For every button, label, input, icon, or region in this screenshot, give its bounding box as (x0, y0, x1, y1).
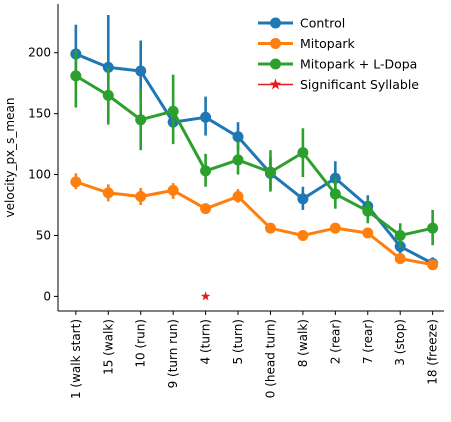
x-tick-label: 18 (freeze) (426, 319, 440, 385)
x-tick-label: 2 (rear) (328, 319, 342, 364)
data-point-mitopark-l-dopa (232, 154, 244, 166)
data-point-mitopark (102, 187, 114, 199)
data-point-mitopark (427, 259, 439, 271)
data-point-mitopark-l-dopa (264, 166, 276, 178)
x-tick-label: 4 (turn) (199, 319, 213, 364)
x-tick-label: 8 (walk) (296, 319, 310, 367)
data-point-mitopark (200, 203, 212, 215)
x-tick-label: 9 (turn run) (166, 319, 180, 388)
legend-swatch-marker-mitopark (270, 38, 281, 49)
data-point-mitopark-l-dopa (329, 188, 341, 200)
data-point-mitopark (297, 229, 309, 241)
x-tick-label: 1 (walk start) (69, 319, 83, 399)
data-point-mitopark-l-dopa (297, 147, 309, 159)
y-tick-label: 200 (28, 46, 51, 60)
x-tick-label: 15 (walk) (101, 319, 115, 375)
legend-label-mitopark: Mitopark (300, 36, 356, 51)
legend-label-control: Control (300, 16, 345, 31)
data-point-mitopark-l-dopa (135, 114, 147, 126)
data-point-mitopark (167, 184, 179, 196)
data-point-mitopark-l-dopa (102, 89, 114, 101)
series-line-mitopark-l-dopa (75, 74, 433, 237)
x-tick-label: 3 (stop) (393, 319, 407, 366)
legend-swatch-star-significant-syllable (269, 78, 282, 90)
data-point-mitopark (362, 227, 374, 239)
data-point-control (232, 131, 244, 143)
data-point-control (135, 65, 147, 77)
legend-label-significant-syllable: Significant Syllable (300, 77, 419, 92)
x-tick-label: 10 (run) (134, 319, 148, 368)
data-point-mitopark-l-dopa (427, 222, 439, 234)
data-point-mitopark-l-dopa (200, 165, 212, 177)
data-point-mitopark (329, 222, 341, 234)
y-tick-label: 0 (43, 289, 51, 303)
legend-swatch-marker-mitopark-l-dopa (270, 58, 281, 70)
data-point-mitopark-l-dopa (394, 229, 406, 241)
y-tick-label: 150 (28, 107, 51, 121)
y-axis-label: velocity_px_s_mean (3, 98, 17, 218)
data-point-control (200, 111, 212, 123)
x-tick-label: 5 (turn) (231, 319, 245, 364)
y-tick-label: 50 (36, 228, 51, 242)
data-point-control (297, 193, 309, 205)
data-point-mitopark (264, 222, 276, 234)
x-tick-label: 0 (head turn) (263, 319, 277, 398)
legend-swatch-marker-control (270, 17, 281, 29)
legend-label-mitopark-l-dopa: Mitopark + L-Dopa (300, 57, 417, 72)
data-point-mitopark-l-dopa (167, 105, 179, 117)
data-point-mitopark (232, 190, 244, 202)
series-line-mitopark (75, 180, 433, 267)
significance-star-marker (200, 291, 211, 301)
data-point-mitopark (135, 190, 147, 202)
data-point-mitopark (70, 176, 82, 188)
data-point-mitopark-l-dopa (70, 70, 82, 82)
y-tick-label: 100 (28, 168, 51, 182)
x-tick-label: 7 (rear) (361, 319, 375, 364)
data-point-mitopark-l-dopa (362, 205, 374, 217)
data-point-mitopark (394, 253, 406, 265)
